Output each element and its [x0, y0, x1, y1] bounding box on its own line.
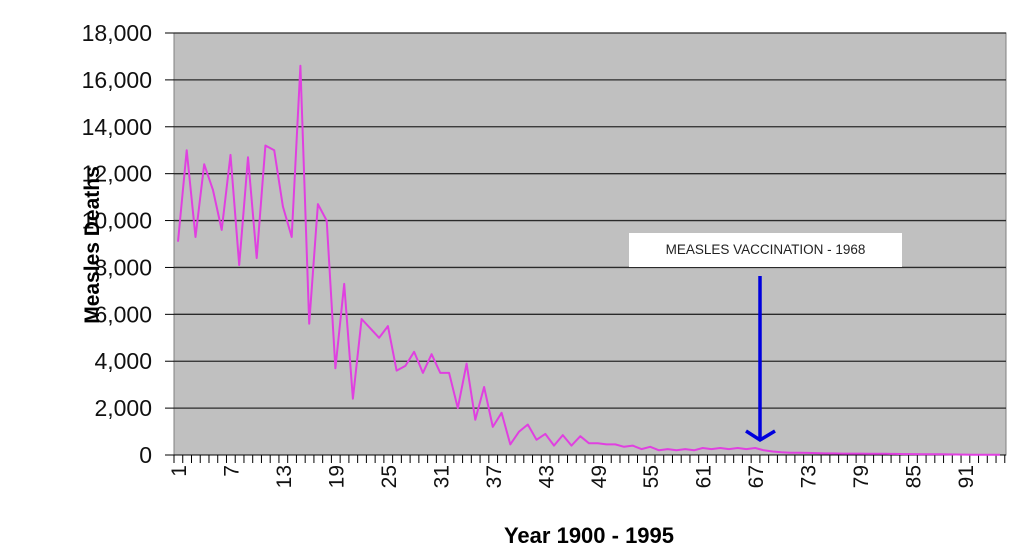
- x-tick-label: 19: [325, 465, 348, 488]
- y-tick-label: 14,000: [82, 114, 152, 140]
- x-tick-label: 79: [850, 465, 873, 488]
- y-tick-label: 0: [139, 442, 152, 468]
- x-tick-label: 43: [535, 465, 558, 488]
- y-tick-label: 2,000: [94, 395, 152, 421]
- x-tick-label: 61: [693, 465, 716, 488]
- x-tick-label: 85: [903, 465, 926, 488]
- x-tick-label: 7: [220, 465, 243, 477]
- y-tick-label: 10,000: [82, 208, 152, 234]
- x-tick-label: 25: [378, 465, 401, 488]
- y-axis-title: Measles Deaths: [80, 166, 104, 324]
- x-axis-title: Year 1900 - 1995: [503, 523, 675, 548]
- x-axis-ticks: 1 7 13 19 25 31 37 43 49 55 61 67 73 79 85 91: [168, 455, 1006, 488]
- x-tick-label: 67: [745, 465, 768, 488]
- y-tick-label: 16,000: [82, 67, 152, 93]
- vaccination-annotation: MEASLES VACCINATION - 1968: [629, 233, 902, 267]
- x-tick-label: 49: [588, 465, 611, 488]
- y-axis-ticks: 0 2,000 4,000 6,000 8,000 10,000 12,000 14,000 1…: [82, 20, 174, 468]
- y-tick-label: 8,000: [94, 254, 152, 280]
- measles-deaths-line: [177, 64, 1000, 456]
- x-tick-label: 13: [273, 465, 296, 488]
- x-tick-label: 91: [955, 465, 978, 488]
- y-tick-label: 12,000: [82, 161, 152, 187]
- x-tick-label: 55: [640, 465, 663, 488]
- vaccination-arrow: [745, 276, 776, 443]
- y-tick-label: 4,000: [94, 348, 152, 374]
- x-tick-label: 73: [798, 465, 821, 488]
- y-tick-label: 18,000: [82, 20, 152, 46]
- x-tick-label: 31: [430, 465, 453, 488]
- x-tick-label: 1: [168, 465, 191, 477]
- y-tick-label: 6,000: [94, 301, 152, 327]
- x-tick-label: 37: [483, 465, 506, 488]
